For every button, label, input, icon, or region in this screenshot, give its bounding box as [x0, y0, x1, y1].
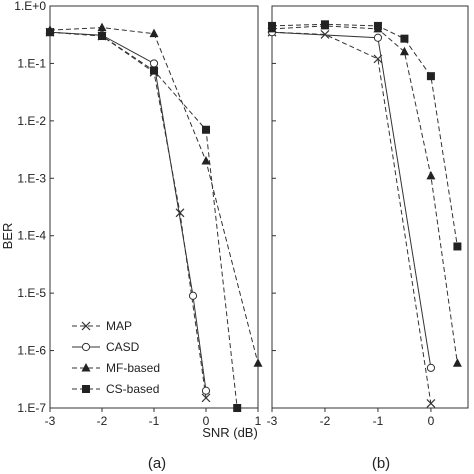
y-tick-label: 1.E-1 [17, 56, 46, 70]
panel-a: 1.E+0 1.E-1 1.E-2 1.E-3 1.E-4 1.E-5 1.E-6 1.E-7… [14, 0, 263, 428]
x-tick-label: -2 [97, 414, 108, 428]
legend-marker [81, 363, 91, 372]
marker-stroke [426, 399, 436, 408]
casd-point [188, 291, 198, 300]
series-map [267, 27, 436, 408]
series-cs-based [268, 20, 462, 251]
series-casd [267, 28, 436, 372]
y-tick-label: 1.E-7 [17, 401, 46, 415]
panel-b-label: (b) [372, 455, 390, 472]
cs-based-point [373, 21, 382, 30]
marker-stroke [175, 208, 185, 218]
marker-stroke [320, 29, 330, 39]
legend-item-map: MAP [72, 319, 132, 333]
casd-point [373, 33, 383, 42]
cs-based-point [46, 28, 54, 37]
series-line [271, 23, 458, 247]
mf-based-point [149, 28, 159, 38]
legend-label: CS-based [106, 382, 159, 396]
legend-label: CASD [106, 340, 140, 354]
legend-item-cs-based: CS-based [72, 382, 159, 396]
casd-point [201, 386, 211, 395]
mf-based-point [452, 358, 462, 367]
cs-based-point [233, 404, 242, 412]
mf-based-point [253, 358, 263, 367]
y-tick-label: 1.E-2 [17, 114, 46, 128]
marker-stroke [201, 393, 211, 403]
y-tick-label: 1.E-5 [17, 286, 46, 300]
cs-based-point [400, 34, 409, 43]
series-line [271, 31, 432, 368]
series-cs-based [46, 28, 242, 412]
cs-based-point [150, 66, 158, 75]
y-axis-label: BER [0, 223, 15, 250]
series-mf-based [45, 22, 263, 367]
marker-stroke [81, 321, 91, 331]
x-tick-label: 0 [203, 414, 210, 428]
casd-point [149, 59, 159, 68]
map-point [175, 208, 185, 218]
legend-marker [82, 385, 90, 393]
legend-item-mf-based: MF-based [72, 361, 160, 375]
series-line [49, 31, 207, 391]
series-line [49, 31, 238, 409]
legend: MAP CASD MF-based CS-based [72, 319, 160, 396]
map-point [320, 29, 330, 39]
x-tick-label: -1 [149, 414, 160, 428]
cs-based-point [320, 20, 329, 29]
panel-b: -3 -2 -1 0 [267, 5, 469, 428]
x-tick-label: -2 [320, 414, 331, 428]
y-tick-label: 1.E+0 [14, 0, 46, 13]
plot-frame [271, 5, 469, 409]
x-tick-label: -3 [45, 414, 56, 428]
cs-based-point [268, 21, 276, 30]
y-tick-label: 1.E-4 [17, 229, 46, 243]
mf-based-point [399, 46, 409, 56]
y-tick-label: 1.E-3 [17, 171, 46, 185]
legend-marker [81, 342, 91, 352]
map-point [201, 393, 211, 403]
cs-based-point [202, 125, 210, 134]
cs-based-point [98, 32, 106, 41]
cs-based-point [453, 242, 462, 251]
x-tick-label: -1 [373, 414, 384, 428]
legend-marker [81, 321, 91, 331]
legend-item-casd: CASD [72, 340, 140, 354]
mf-based-point [97, 22, 107, 32]
panel-a-label: (a) [148, 455, 166, 472]
mf-based-point [201, 155, 211, 165]
x-tick-label: -3 [267, 414, 278, 428]
legend-label: MAP [106, 319, 132, 333]
legend-label: MF-based [106, 361, 160, 375]
map-point [426, 399, 436, 408]
x-axis-label: SNR (dB) [202, 425, 258, 440]
casd-point [426, 363, 436, 372]
x-tick-label: 1 [255, 414, 262, 428]
y-tick-label: 1.E-6 [17, 344, 46, 358]
mf-based-point [426, 170, 436, 180]
x-tick-label: 0 [428, 414, 435, 428]
series-line [271, 25, 458, 364]
cs-based-point [426, 72, 435, 81]
